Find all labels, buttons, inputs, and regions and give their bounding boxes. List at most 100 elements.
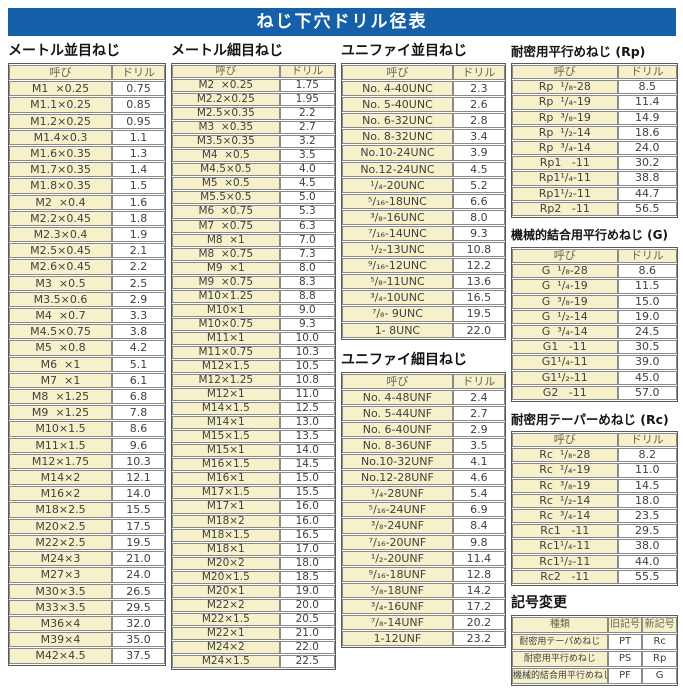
thread-name-cell: M18×1 <box>172 542 280 556</box>
thread-name-cell: M8 ×1.25 <box>9 389 112 405</box>
drill-value-cell: 10.5 <box>279 359 335 374</box>
table-row: M9 ×1 8.0 <box>172 261 335 275</box>
drill-value-cell: 23.2 <box>452 631 505 647</box>
thread-name-cell: M8 ×1 <box>172 233 280 247</box>
drill-value-cell: 15.5 <box>279 486 335 500</box>
drill-value-cell: 37.5 <box>111 648 165 664</box>
drill-value-cell: 3.2 <box>279 135 335 149</box>
thread-name-cell: M3 ×0.5 <box>9 275 112 291</box>
drill-value-cell: 16.5 <box>452 290 505 306</box>
thread-name-cell: ⁷/₈- 9UNC <box>342 306 453 322</box>
thread-name-cell: Rc ¹/₈-28 <box>512 448 618 463</box>
thread-name-cell: Rc ³/₄-14 <box>512 509 618 524</box>
thread-name-cell: M2 ×0.4 <box>9 194 112 210</box>
thread-name-cell: Rc ³/₈-19 <box>512 478 618 493</box>
thread-name-cell: M24×1.5 <box>172 654 280 669</box>
drill-value-cell: 5.2 <box>452 177 505 193</box>
name-column-header: 呼び <box>342 65 453 81</box>
drill-value-cell: 8.6 <box>111 421 165 437</box>
table-row: M14×1 13.0 <box>172 416 335 430</box>
table-row: M11×1.5 9.6 <box>9 437 165 453</box>
thread-name-cell: No.12-28UNF <box>342 470 453 486</box>
thread-name-cell: M30×3.5 <box>9 583 112 599</box>
thread-name-cell: Rc ¹/₂-14 <box>512 493 618 509</box>
drill-value-cell: 21.0 <box>111 551 165 567</box>
drill-value-cell: 12.2 <box>452 258 505 274</box>
table-row: M18×2.5 15.5 <box>9 502 165 518</box>
drill-value-cell: 8.2 <box>617 448 677 463</box>
table-row: Rp1 -11 30.2 <box>512 156 677 171</box>
thread-name-cell: ⁵/₈-18UNF <box>342 582 453 598</box>
table-row: M12×1.5 10.5 <box>172 359 335 374</box>
table-row: No.12-24UNC 4.5 <box>342 161 505 177</box>
table-row: M10×1 9.0 <box>172 303 335 317</box>
drill-value-cell: 15.0 <box>617 294 677 309</box>
thread-name-cell: M3 ×0.35 <box>172 121 280 135</box>
table-row: ⁷/₁₆-14UNC 9.3 <box>342 225 505 242</box>
table-row: M30×3.5 26.5 <box>9 583 165 599</box>
table-row: M42×4.5 37.5 <box>9 648 165 664</box>
thread-name-cell: M2 ×0.25 <box>172 79 280 93</box>
thread-name-cell: ³/₈-24UNF <box>342 518 453 534</box>
table-row: M2 ×0.25 1.75 <box>172 79 335 93</box>
thread-name-cell: ⁵/₈-11UNC <box>342 274 453 290</box>
table-row: M9 ×0.75 8.3 <box>172 275 335 289</box>
table-row: No. 5-44UNF 2.7 <box>342 405 505 421</box>
old-symbol-cell: PS <box>607 651 643 668</box>
drill-value-cell: 44.7 <box>617 186 677 201</box>
table-row: M2.2×0.45 1.8 <box>9 210 165 227</box>
drill-column-header: ドリル <box>617 249 677 264</box>
drill-value-cell: 1.9 <box>111 227 165 243</box>
thread-name-cell: M1 ×0.25 <box>9 81 112 97</box>
thread-name-cell: M3.5×0.35 <box>172 135 280 149</box>
drill-value-cell: 1.95 <box>279 93 335 107</box>
thread-type-cell: 耐密用平行めねじ <box>512 651 608 668</box>
thread-name-cell: Rp ³/₄-14 <box>512 141 618 156</box>
thread-name-cell: No.12-24UNC <box>342 161 453 177</box>
drill-value-cell: 24.0 <box>617 141 677 156</box>
drill-value-cell: 13.6 <box>452 274 505 290</box>
rc-table: 呼び ドリル Rc ¹/₈-28 8.2 Rc ¹/₄-19 11.0 Rc ³/₈-1… <box>512 432 677 585</box>
drill-value-cell: 5.3 <box>279 205 335 219</box>
unified-fine-table: 呼び ドリル No. 4-48UNF 2.4 No. 5-44UNF 2.7 No. 6… <box>342 373 505 648</box>
table-row: ⁷/₈-14UNF 20.2 <box>342 615 505 631</box>
thread-name-cell: M11×0.75 <box>172 345 280 359</box>
thread-name-cell: M11×1 <box>172 331 280 345</box>
thread-name-cell: ³/₈-16UNC <box>342 209 453 225</box>
drill-value-cell: 8.4 <box>452 518 505 534</box>
drill-value-cell: 26.5 <box>111 583 165 599</box>
table-row: G1¹/₄-11 39.0 <box>512 355 677 370</box>
drill-value-cell: 5.4 <box>452 486 505 502</box>
table-row: Rp ¹/₈-28 8.5 <box>512 80 677 95</box>
thread-name-cell: M10×1 <box>172 303 280 317</box>
table-row: M1.2×0.25 0.95 <box>9 113 165 129</box>
thread-name-cell: M22×2 <box>172 598 280 612</box>
drill-value-cell: 21.0 <box>279 626 335 640</box>
table-row: M4.5×0.75 3.8 <box>9 324 165 340</box>
thread-name-cell: M8 ×0.75 <box>172 247 280 261</box>
thread-name-cell: M33×3.5 <box>9 599 112 615</box>
old-symbol-cell: PF <box>607 668 643 685</box>
table-row: M1.7×0.35 1.4 <box>9 162 165 178</box>
thread-name-cell: G ¹/₂-14 <box>512 309 618 325</box>
section-title-symbol-change: 記号変更 <box>511 595 567 612</box>
rp-table: 呼び ドリル Rp ¹/₈-28 8.5 Rp ¹/₄-19 11.4 Rp ³/₈-1… <box>512 64 677 217</box>
page-title: ねじ下穴ドリル径表 <box>8 8 676 36</box>
table-row: M10×0.75 9.3 <box>172 317 335 331</box>
table-row: No.10-32UNF 4.1 <box>342 454 505 470</box>
thread-name-cell: M12×1.75 <box>9 453 112 470</box>
section-title-rp: 耐密用平行めねじ (Rp) <box>511 44 646 59</box>
drill-value-cell: 3.9 <box>452 145 505 161</box>
thread-name-cell: M1.4×0.3 <box>9 129 112 146</box>
drill-value-cell: 18.0 <box>279 556 335 570</box>
drill-value-cell: 56.5 <box>617 201 677 217</box>
header-row: 呼び ドリル <box>342 65 505 81</box>
table-row: M1.4×0.3 1.1 <box>9 129 165 146</box>
drill-value-cell: 20.5 <box>279 612 335 626</box>
drill-value-cell: 6.6 <box>452 193 505 209</box>
old-symbol-column-header: 旧記号 <box>607 617 643 634</box>
drill-value-cell: 1.1 <box>111 129 165 146</box>
table-row: M16×1 15.0 <box>172 472 335 486</box>
table-row: ³/₈-16UNC 8.0 <box>342 209 505 225</box>
drill-value-cell: 11.4 <box>452 550 505 566</box>
